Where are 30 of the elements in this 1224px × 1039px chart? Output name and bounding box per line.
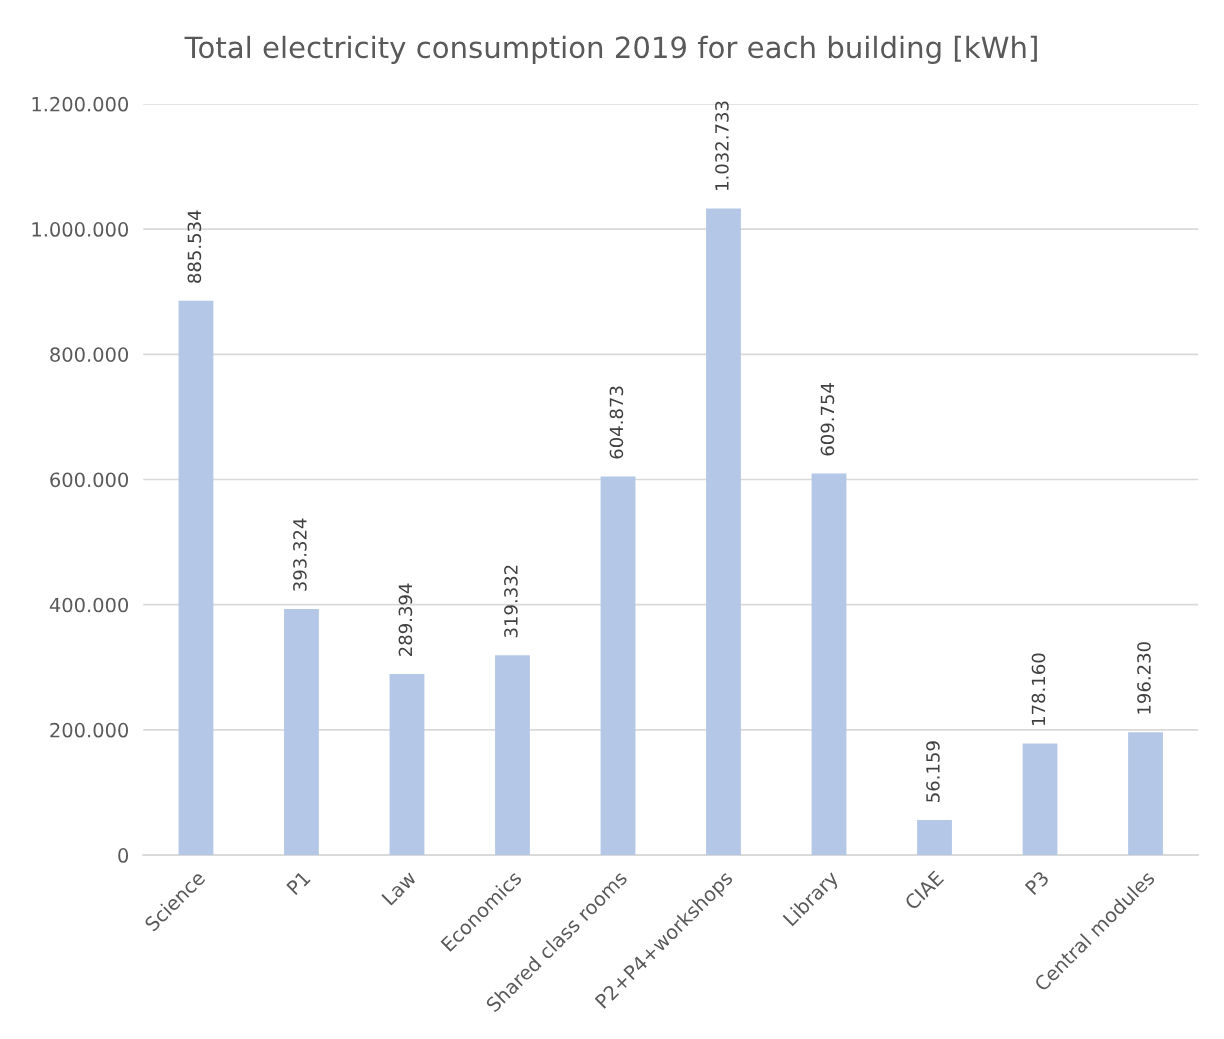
x-tick-label: P1 [286,870,311,896]
y-tick-label: 0 [118,848,129,863]
y-tick-label: 200.000 [50,722,129,738]
data-label: 56.159 [926,741,940,802]
data-label: 609.754 [820,383,835,456]
y-tick-label: 600.000 [50,472,129,488]
data-label: 604.873 [609,386,624,459]
bar [600,476,636,856]
data-label: 196.230 [1137,642,1151,714]
y-tick-label: 1.200.000 [32,96,129,112]
bar [1022,743,1058,856]
bar [811,473,847,856]
y-tick-label: 400.000 [49,597,129,613]
bar [917,819,952,856]
x-tick-label: P3 [1024,870,1050,896]
bar [1128,732,1163,856]
data-label: 319.332 [504,565,518,638]
data-label: 289.394 [398,583,413,656]
bar [284,608,319,856]
data-label: 393.324 [293,518,307,591]
data-label: 885.534 [187,210,202,283]
chart-title: Total electricity consumption 2019 for each building [kWh] [184,35,1037,64]
bar [495,655,530,856]
data-label: 178.160 [1031,653,1046,725]
bar [706,208,741,856]
y-tick-label: 800.000 [50,347,129,362]
bar [178,300,214,856]
data-label: 1.032.733 [715,101,729,190]
y-tick-label: 1.000.000 [32,222,129,237]
bar [389,673,425,856]
